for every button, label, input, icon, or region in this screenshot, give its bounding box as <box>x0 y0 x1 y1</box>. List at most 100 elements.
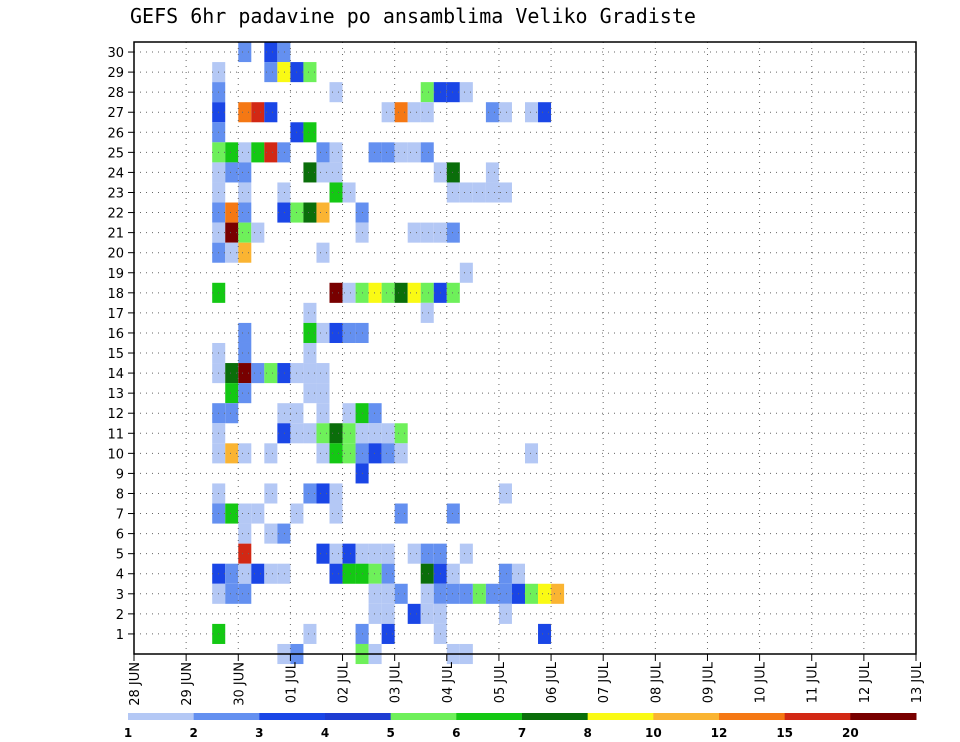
heatmap-cells <box>212 42 565 665</box>
heatmap-cell <box>498 483 512 504</box>
legend-swatch <box>522 713 589 720</box>
heatmap-cell <box>498 603 512 624</box>
heatmap-cell <box>538 583 552 604</box>
heatmap-cell <box>342 322 356 343</box>
heatmap-cell <box>329 543 343 564</box>
heatmap-cell <box>251 563 265 584</box>
heatmap-cell <box>264 62 278 83</box>
heatmap-cell <box>251 102 265 123</box>
legend-label: 7 <box>518 726 526 740</box>
heatmap-cell <box>420 142 434 163</box>
y-tick-label: 29 <box>107 66 124 81</box>
heatmap-cell <box>381 623 395 644</box>
heatmap-cell <box>238 523 252 544</box>
y-tick-label: 3 <box>116 588 124 603</box>
heatmap-cell <box>446 182 460 203</box>
y-tick-label: 2 <box>116 608 124 623</box>
y-tick-label: 23 <box>107 186 124 201</box>
heatmap-cell <box>316 423 330 444</box>
y-tick-label: 11 <box>107 427 124 442</box>
heatmap-cell <box>485 182 499 203</box>
heatmap-cell <box>316 202 330 223</box>
heatmap-cell <box>264 42 278 63</box>
heatmap-cell <box>251 142 265 163</box>
heatmap-cell <box>420 603 434 624</box>
heatmap-cell <box>238 443 252 464</box>
heatmap-cell <box>303 342 317 364</box>
legend-label: 1 <box>124 726 132 740</box>
heatmap-cell <box>381 583 395 604</box>
heatmap-cell <box>342 543 356 564</box>
heatmap-cell <box>381 142 395 163</box>
heatmap-cell <box>368 443 382 464</box>
heatmap-cell <box>238 583 252 604</box>
heatmap-cell <box>446 162 460 183</box>
heatmap-cell <box>225 363 239 384</box>
heatmap-cell <box>394 102 408 123</box>
y-tick-label: 14 <box>107 367 124 382</box>
heatmap-cell <box>407 543 421 564</box>
x-tick-label: 08 JUL <box>649 661 664 703</box>
heatmap-cell <box>225 142 239 163</box>
heatmap-cell <box>368 563 382 584</box>
heatmap-cell <box>498 102 512 123</box>
heatmap-cell <box>303 162 317 183</box>
heatmap-cell <box>498 583 512 604</box>
x-tick-label: 30 JUN <box>232 662 247 706</box>
y-tick-label: 22 <box>107 207 124 222</box>
x-tick-label: 03 JUL <box>389 661 404 703</box>
legend-swatch <box>653 713 720 720</box>
heatmap-cell <box>368 423 382 444</box>
legend-label: 12 <box>711 726 728 740</box>
heatmap-cell <box>420 563 434 584</box>
y-tick-label: 16 <box>107 327 124 342</box>
heatmap-cell <box>277 523 291 544</box>
x-tick-label: 02 JUL <box>337 661 352 703</box>
heatmap-cell <box>381 102 395 123</box>
heatmap-cell <box>394 503 408 524</box>
grid-lines <box>134 42 916 654</box>
legend-label: 5 <box>386 726 394 740</box>
heatmap-cell <box>238 182 252 203</box>
heatmap-cell <box>329 563 343 584</box>
y-tick-label: 9 <box>116 467 124 482</box>
heatmap-cell <box>525 102 539 123</box>
y-tick-label: 21 <box>107 227 124 242</box>
heatmap-cell <box>225 403 239 424</box>
heatmap-cell <box>394 142 408 163</box>
heatmap-cell <box>238 383 252 404</box>
legend-label: 15 <box>776 726 793 740</box>
y-tick-label: 28 <box>107 86 124 101</box>
heatmap-cell <box>329 142 343 163</box>
heatmap-cell <box>316 162 330 183</box>
heatmap-cell <box>329 162 343 183</box>
heatmap-cell <box>225 443 239 464</box>
heatmap-cell <box>420 82 434 103</box>
legend-swatch <box>456 713 523 720</box>
heatmap-cell <box>303 322 317 343</box>
legend-label: 6 <box>452 726 460 740</box>
x-tick-label: 12 JUL <box>858 661 873 703</box>
heatmap-cell <box>316 322 330 343</box>
heatmap-cell <box>525 583 539 604</box>
heatmap-cell <box>277 423 291 444</box>
heatmap-cell <box>459 583 473 604</box>
x-tick-label: 04 JUL <box>441 661 456 703</box>
heatmap-cell <box>381 543 395 564</box>
heatmap-cell <box>368 543 382 564</box>
legend-label: 3 <box>255 726 263 740</box>
heatmap-cell <box>342 443 356 464</box>
heatmap-cell <box>238 102 252 123</box>
heatmap-cell <box>407 222 421 243</box>
heatmap-cell <box>264 483 278 504</box>
legend-swatch <box>719 713 786 720</box>
heatmap-cell <box>342 423 356 444</box>
y-tick-label: 7 <box>116 508 124 523</box>
color-legend: 1 2 3 4 5 6 7 8 10 12 15 20 <box>124 713 917 740</box>
heatmap-cell <box>316 403 330 424</box>
heatmap-cell <box>264 563 278 584</box>
y-tick-label: 5 <box>116 548 124 563</box>
heatmap-cell <box>407 603 421 624</box>
heatmap-cell <box>329 322 343 343</box>
heatmap-cell <box>407 142 421 163</box>
